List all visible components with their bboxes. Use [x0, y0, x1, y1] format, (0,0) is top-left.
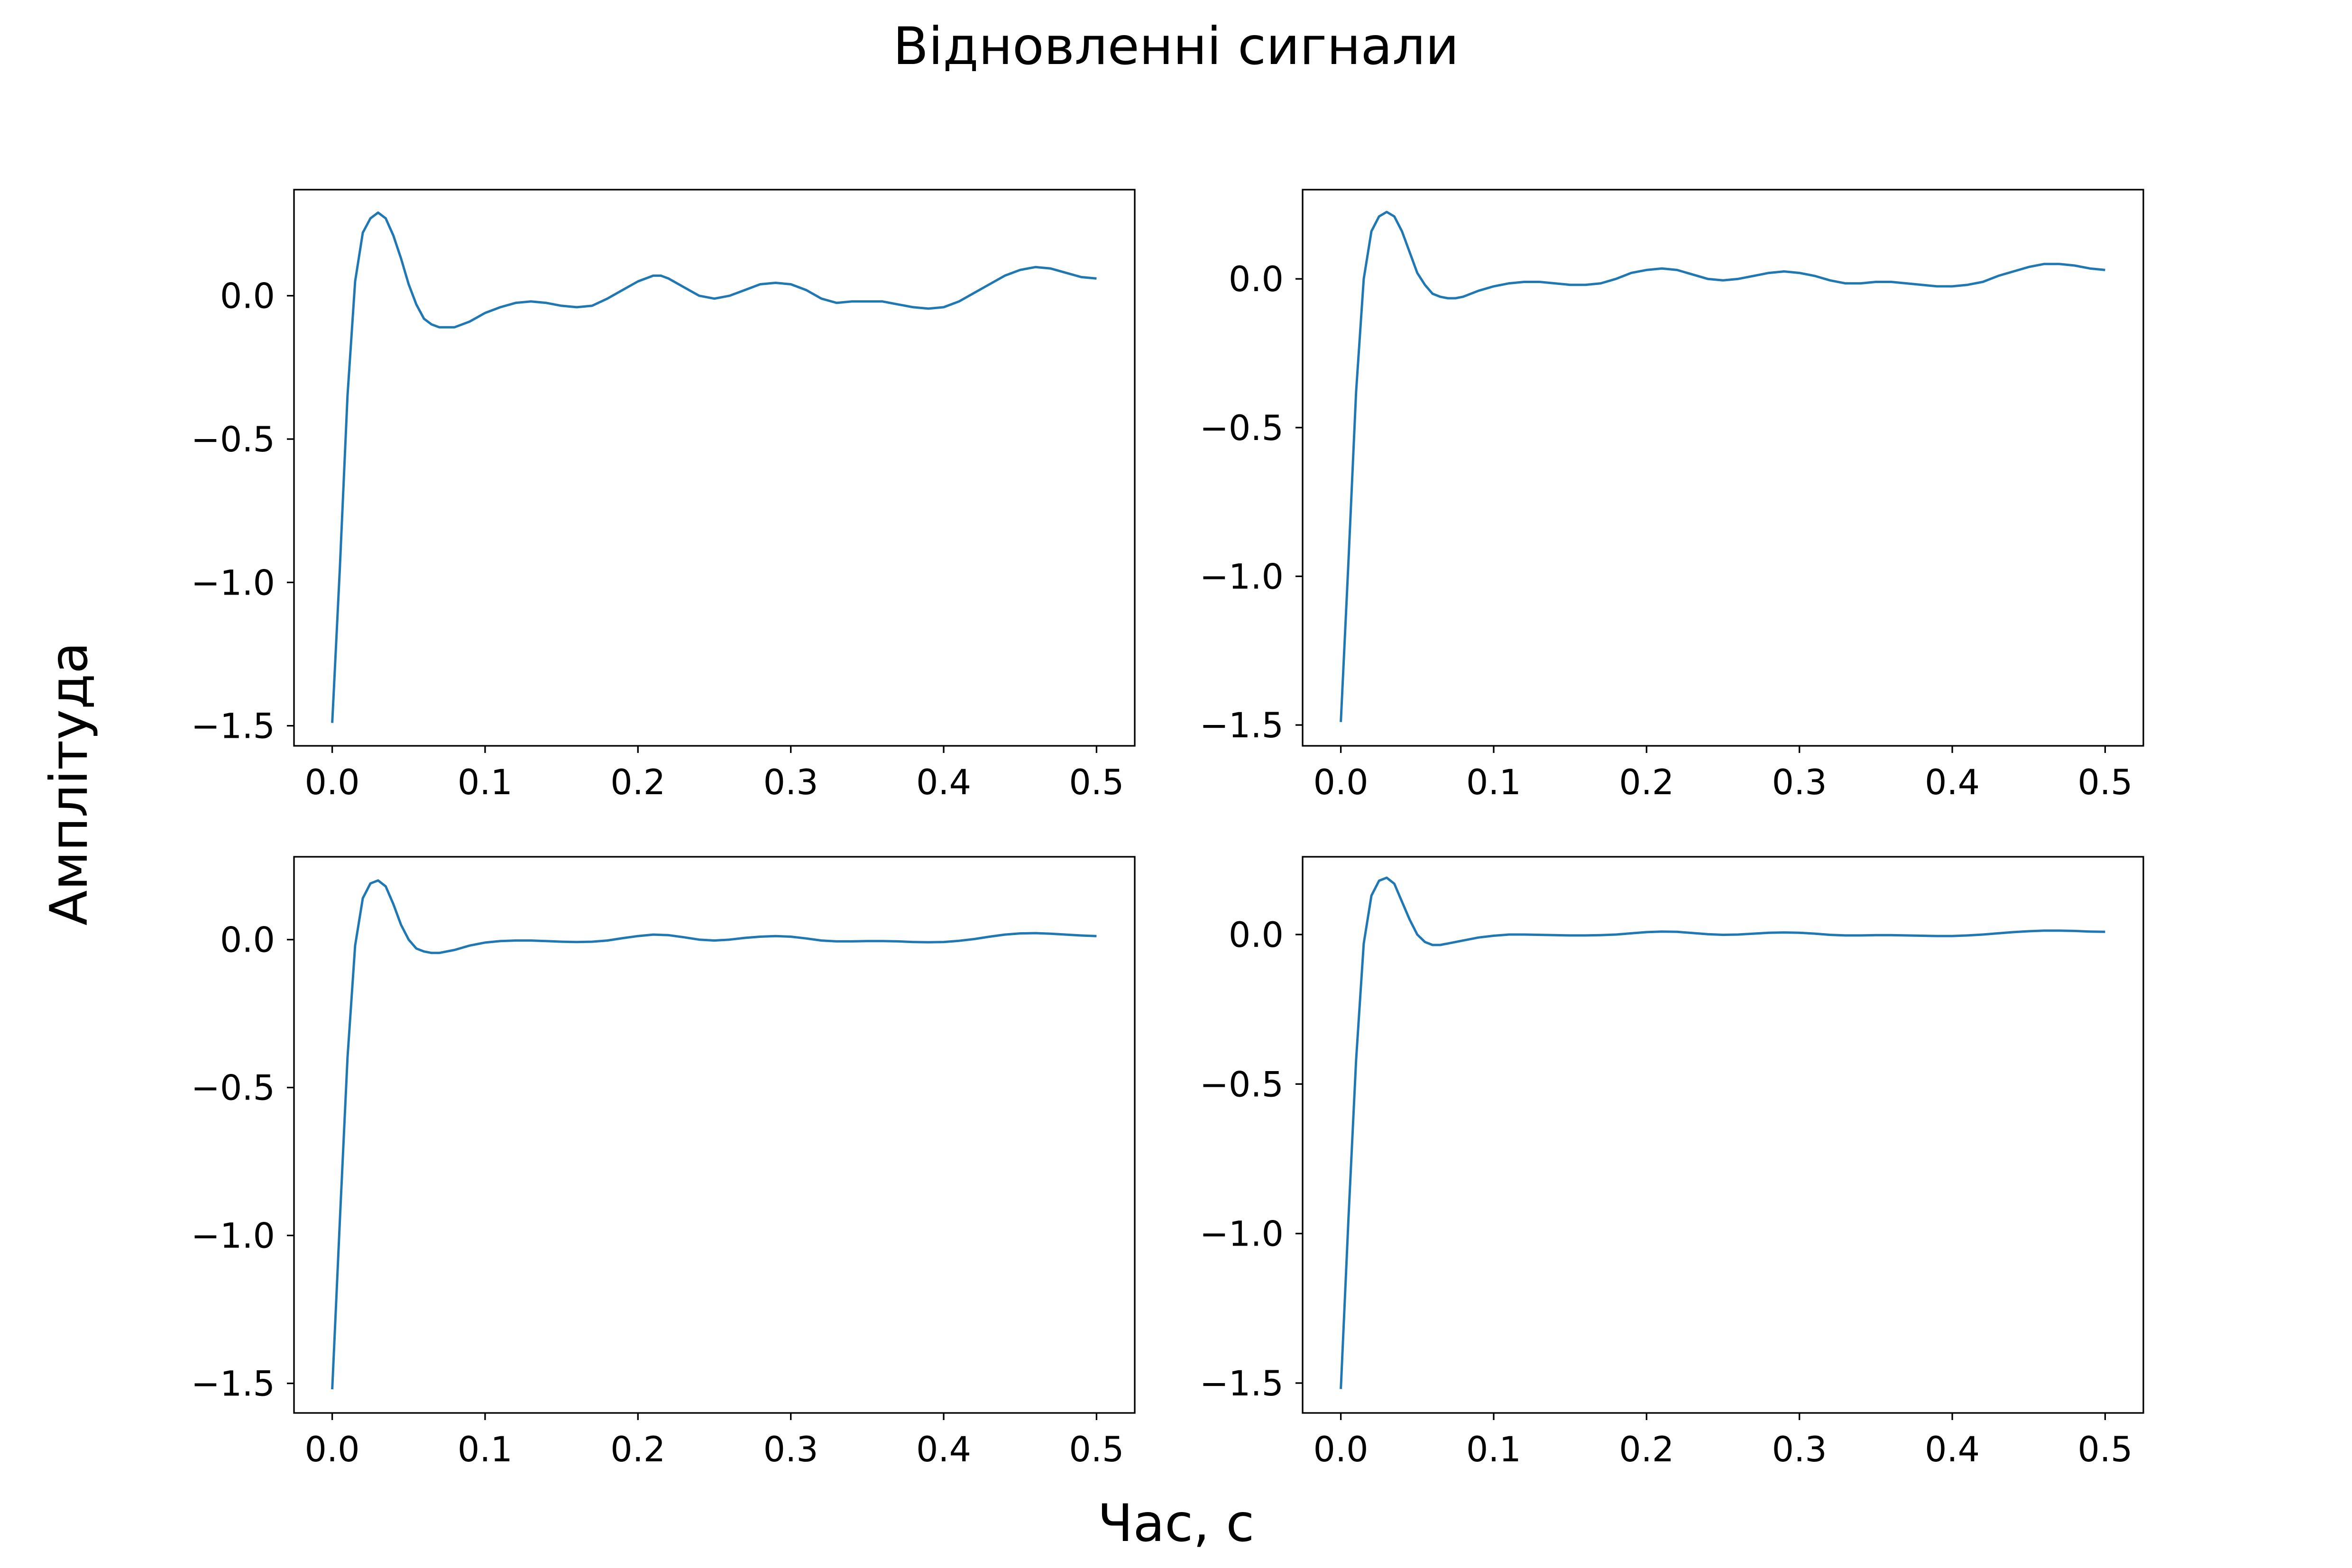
chart-4-x-tick-label: 0.0 — [1314, 1430, 1369, 1470]
chart-1-axes-frame — [293, 189, 1136, 747]
chart-3-x-tick-label: 0.0 — [305, 1430, 360, 1470]
chart-2-x-tick-label: 0.3 — [1772, 762, 1827, 803]
chart-4-y-tick-label: −1.0 — [1200, 1214, 1284, 1255]
chart-4-y-tick-label: 0.0 — [1229, 915, 1284, 955]
chart-4-series-line-1 — [1340, 876, 2105, 1389]
chart-1-y-tick-label: −1.5 — [191, 706, 275, 747]
chart-2-x-tick-label: 0.5 — [2077, 762, 2132, 803]
chart-1-x-tick-label: 0.3 — [763, 762, 818, 803]
chart-3-y-tick-label: −0.5 — [191, 1068, 275, 1109]
chart-1-y-tick-label: −0.5 — [191, 420, 275, 460]
subplot-bottom-right: 0.0 0.1 0.2 0.3 0.4 0.5 −1.5 −1.0 −0.5 0.0 — [1200, 856, 2144, 1470]
chart-4-x-tick-label: 0.2 — [1619, 1430, 1674, 1470]
chart-4-x-tick-label: 0.3 — [1772, 1430, 1827, 1470]
chart-1-x-tick-label: 0.2 — [610, 762, 665, 803]
chart-1-x-tick-label: 0.5 — [1069, 762, 1124, 803]
chart-2-axes-frame — [1302, 189, 2144, 747]
chart-3-x-tick-label: 0.3 — [763, 1430, 818, 1470]
chart-2-x-tick-label: 0.0 — [1314, 762, 1369, 803]
chart-2-y-tick-label: 0.0 — [1229, 259, 1284, 300]
chart-2-series-line-1 — [1340, 211, 2105, 722]
chart-4-y-tick-label: −1.5 — [1200, 1364, 1284, 1404]
figure-title: Відновленні сигнали — [893, 16, 1459, 76]
chart-2-x-tick-label: 0.4 — [1925, 762, 1980, 803]
chart-1-x-tick-label: 0.4 — [916, 762, 971, 803]
subplot-top-right: 0.0 0.1 0.2 0.3 0.4 0.5 −1.5 −1.0 −0.5 0.0 — [1200, 189, 2144, 803]
subplot-bottom-left: 0.0 0.1 0.2 0.3 0.4 0.5 −1.5 −1.0 −0.5 0.0 — [191, 856, 1136, 1470]
chart-1-series-line-1 — [331, 211, 1097, 723]
chart-2-x-tick-label: 0.2 — [1619, 762, 1674, 803]
chart-3-y-tick-label: −1.0 — [191, 1216, 275, 1256]
chart-3-x-tick-label: 0.1 — [458, 1430, 513, 1470]
subplot-top-left: 0.0 0.1 0.2 0.3 0.4 0.5 −1.5 −1.0 −0.5 0.0 — [191, 189, 1136, 803]
chart-3-axes-frame — [293, 856, 1136, 1414]
chart-4-axes-frame — [1302, 856, 2144, 1414]
chart-4-y-tick-label: −0.5 — [1200, 1064, 1284, 1105]
chart-4-x-tick-label: 0.4 — [1925, 1430, 1980, 1470]
chart-1-x-tick-label: 0.0 — [305, 762, 360, 803]
chart-4-x-tick-label: 0.5 — [2077, 1430, 2132, 1470]
chart-1-y-tick-label: 0.0 — [220, 276, 275, 317]
chart-3-y-tick-label: 0.0 — [220, 920, 275, 961]
chart-1-x-tick-label: 0.1 — [458, 762, 513, 803]
figure-y-axis-label: Амплітуда — [39, 642, 99, 926]
chart-1-y-tick-label: −1.0 — [191, 563, 275, 603]
chart-3-series-line-1 — [331, 879, 1097, 1390]
chart-2-y-tick-label: −1.0 — [1200, 557, 1284, 597]
chart-2-y-tick-label: −1.5 — [1200, 706, 1284, 746]
chart-2-y-tick-label: −0.5 — [1200, 408, 1284, 449]
chart-3-y-tick-label: −1.5 — [191, 1364, 275, 1404]
chart-3-x-tick-label: 0.4 — [916, 1430, 971, 1470]
chart-4-x-tick-label: 0.1 — [1466, 1430, 1521, 1470]
chart-3-x-tick-label: 0.5 — [1069, 1430, 1124, 1470]
chart-3-x-tick-label: 0.2 — [610, 1430, 665, 1470]
chart-2-x-tick-label: 0.1 — [1466, 762, 1521, 803]
figure-x-axis-label: Час, с — [1098, 1493, 1255, 1553]
